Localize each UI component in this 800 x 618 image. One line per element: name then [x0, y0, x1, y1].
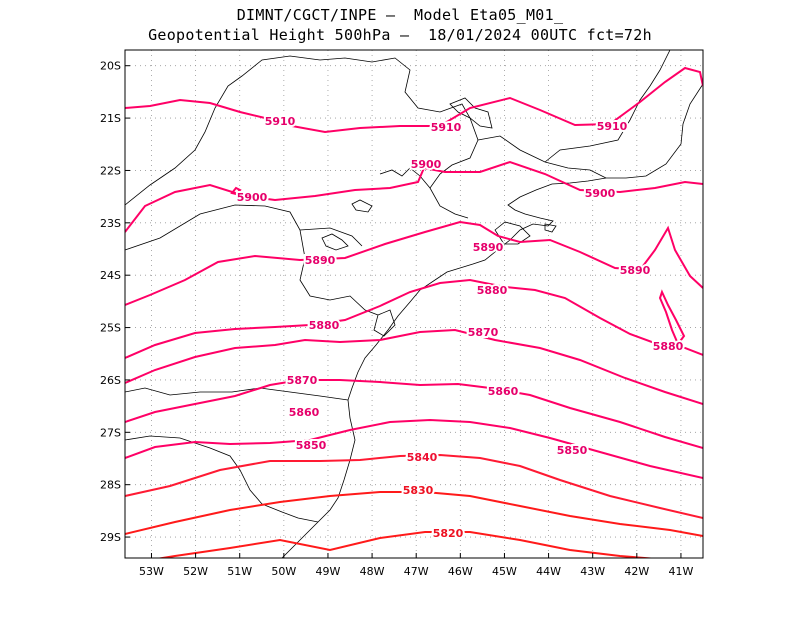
y-tick-label: 21S — [100, 112, 121, 125]
contour-label-5910: 5910 — [265, 115, 296, 128]
contour-label-5890: 5890 — [620, 264, 651, 277]
x-tick-label: 50W — [271, 565, 296, 578]
y-tick-label: 28S — [100, 479, 121, 492]
contour-label-5840: 5840 — [407, 451, 438, 464]
x-tick-label: 47W — [404, 565, 429, 578]
contour-5830 — [125, 491, 703, 537]
reservoir-outline — [449, 97, 493, 129]
contour-label-5880: 5880 — [309, 319, 340, 332]
contour-5870 — [125, 328, 703, 405]
contour-5900-islet — [230, 186, 242, 196]
y-tick-label: 29S — [100, 531, 121, 544]
coastline-and-borders — [125, 50, 703, 558]
x-tick-label: 49W — [316, 565, 341, 578]
contour-label-5850: 5850 — [557, 444, 588, 457]
y-tick-label: 24S — [100, 269, 121, 282]
contour-label-5900: 5900 — [237, 191, 268, 204]
contour-label-5900: 5900 — [411, 158, 442, 171]
y-tick-label: 23S — [100, 217, 121, 230]
contour-label-5870: 5870 — [468, 326, 499, 339]
x-tick-label: 42W — [624, 565, 649, 578]
map-background — [125, 50, 703, 558]
contour-label-5860: 5860 — [488, 385, 519, 398]
state-border — [544, 50, 671, 163]
contour-label-5890: 5890 — [305, 254, 336, 267]
coastline — [281, 83, 703, 558]
longitude-axis: 53W 52W 51W 50W 49W 48W 47W 46W 45W 44W 43W 42W 41W — [139, 553, 693, 578]
state-border — [299, 227, 363, 247]
contour-label-5890: 5890 — [473, 241, 504, 254]
height-contours — [125, 66, 703, 558]
lagoon-outline — [373, 309, 396, 337]
contour-5850 — [125, 418, 703, 479]
x-tick-label: 43W — [580, 565, 605, 578]
latitude-axis: 20S 21S 22S 23S 24S 25S 26S 27S 28S 29S — [100, 60, 130, 544]
x-tick-label: 52W — [183, 565, 208, 578]
map-frame — [124, 49, 704, 559]
contour-label-5910: 5910 — [431, 121, 462, 134]
contour-5880 — [125, 278, 703, 359]
contour-label-5900: 5900 — [585, 187, 616, 200]
contour-5820 — [156, 531, 658, 558]
x-tick-label: 45W — [492, 565, 517, 578]
y-tick-label: 27S — [100, 426, 121, 439]
contour-label-5870: 5870 — [287, 374, 318, 387]
x-tick-label: 53W — [139, 565, 164, 578]
contour-labels: 5910 5910 5910 5900 5900 5900 5890 5890 … — [235, 113, 686, 542]
state-border — [125, 387, 349, 401]
contour-5860 — [125, 379, 703, 449]
state-border — [379, 167, 431, 189]
contour-5890 — [125, 220, 703, 306]
bay-outline — [494, 221, 531, 245]
y-tick-label: 20S — [100, 60, 121, 73]
contour-label-5820: 5820 — [433, 527, 464, 540]
contour-label-5880: 5880 — [477, 284, 508, 297]
y-tick-label: 22S — [100, 164, 121, 177]
y-tick-label: 25S — [100, 322, 121, 335]
y-tick-label: 26S — [100, 374, 121, 387]
x-tick-label: 48W — [360, 565, 385, 578]
contour-label-5850: 5850 — [296, 439, 327, 452]
reservoir-outline — [351, 199, 373, 213]
contour-label-5910: 5910 — [597, 120, 628, 133]
contour-label-5880: 5880 — [653, 340, 684, 353]
contour-5910 — [125, 66, 703, 134]
contour-5890-loop — [658, 289, 686, 346]
state-border — [125, 204, 379, 316]
map-title-line-2: Geopotential Height 500hPa – 18/01/2024 … — [148, 26, 652, 44]
state-border — [125, 435, 319, 523]
contour-5840 — [125, 453, 703, 519]
x-tick-label: 41W — [669, 565, 694, 578]
x-tick-label: 51W — [227, 565, 252, 578]
reservoir-outline — [321, 233, 349, 251]
x-tick-label: 46W — [448, 565, 473, 578]
contour-label-5830: 5830 — [403, 484, 434, 497]
contour-5900 — [125, 160, 703, 233]
contour-label-5860: 5860 — [289, 406, 320, 419]
x-tick-label: 44W — [536, 565, 561, 578]
map-title-line-1: DIMNT/CGCT/INPE – Model Eta05_M01_ — [236, 6, 564, 24]
island-outline — [544, 223, 557, 233]
state-border — [125, 55, 479, 219]
